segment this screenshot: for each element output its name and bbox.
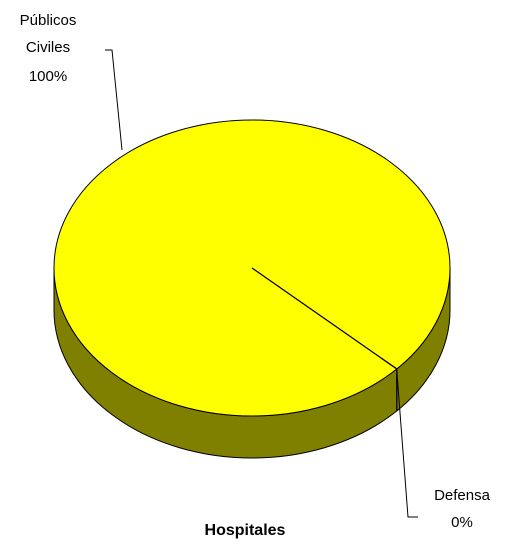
leader-line-publicos xyxy=(105,49,123,151)
chart-title: Hospitales xyxy=(205,522,286,539)
pie-body xyxy=(53,119,451,459)
slice-label-publicos-line2: Civiles xyxy=(26,39,70,56)
slice-label-defensa: Defensa xyxy=(434,487,491,504)
slice-boundary-line xyxy=(251,267,398,370)
slice-percent-publicos: 100% xyxy=(29,68,67,85)
slice-percent-defensa: 0% xyxy=(451,514,473,531)
leader-line-defensa xyxy=(396,370,418,518)
leader-lines xyxy=(105,49,418,518)
slice-label-publicos-line1: Públicos xyxy=(20,12,77,29)
